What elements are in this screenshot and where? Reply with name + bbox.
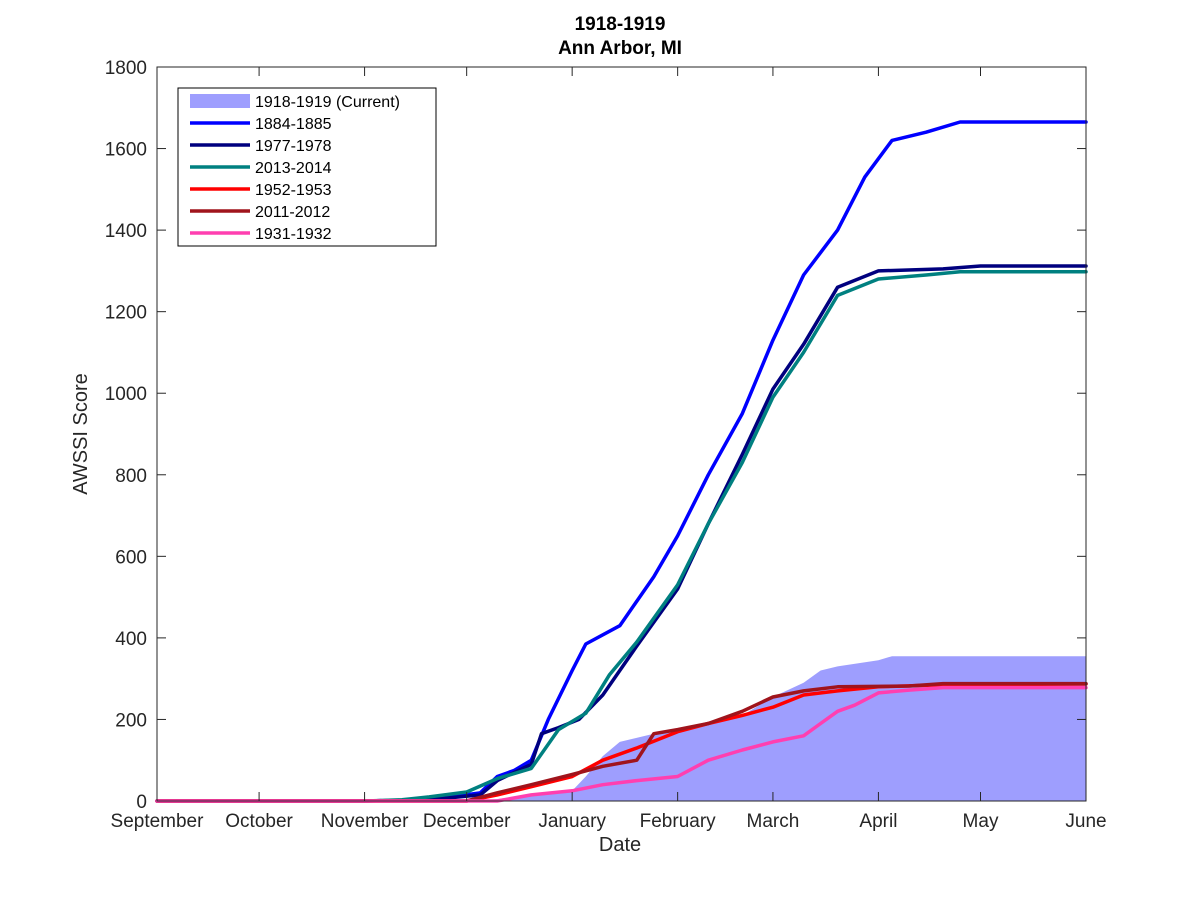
legend-label-1952-1953: 1952-1953: [255, 182, 332, 199]
y-tick-label: 1600: [105, 140, 147, 161]
y-tick-label: 1000: [105, 384, 147, 405]
y-tick-label: 800: [115, 466, 147, 487]
legend-label-2011-2012: 2011-2012: [255, 204, 330, 221]
y-tick-label: 400: [115, 629, 147, 650]
plot-frame: [156, 66, 1087, 802]
y-tick-label: 1400: [105, 221, 147, 242]
legend: 1918-1919 (Current) 1884-1885 1977-1978 201…: [177, 87, 437, 247]
x-tick-label-march: March: [747, 811, 800, 832]
y-tick-label: 200: [115, 710, 147, 731]
series-line-2011-2012: [155, 681, 1088, 803]
x-tick-label-september: September: [111, 811, 205, 832]
y-tick-label: 1800: [105, 58, 147, 79]
area-layer: [157, 656, 1086, 801]
series-lines: [155, 120, 1088, 803]
series-line-2013-2014: [155, 269, 1088, 803]
x-axis: September October November December January F…: [111, 67, 1107, 832]
x-tick-label-may: May: [963, 811, 999, 832]
y-tick-label: 600: [115, 547, 147, 568]
series-line-1977-1978: [155, 264, 1088, 803]
y-axis: 0 200 400 600 800 1000 1200 1400 1600 1800: [105, 58, 1086, 813]
x-tick-label-february: February: [640, 811, 717, 832]
x-axis-label: Date: [599, 834, 641, 856]
y-tick-label: 0: [136, 792, 147, 813]
x-tick-label-april: April: [859, 811, 897, 832]
series-line-1931-1932: [155, 685, 1088, 803]
x-tick-label-october: October: [225, 811, 293, 832]
x-tick-label-june: June: [1065, 811, 1106, 832]
legend-label-2013-2014: 2013-2014: [255, 160, 332, 177]
legend-label-1918-1919-current: 1918-1919 (Current): [255, 94, 400, 111]
legend-label-1884-1885: 1884-1885: [255, 116, 332, 133]
legend-label-1977-1978: 1977-1978: [255, 138, 332, 155]
legend-label-1931-1932: 1931-1932: [255, 226, 332, 243]
y-tick-label: 1200: [105, 303, 147, 324]
area-1918-1919-current: [157, 656, 1086, 801]
chart-subtitle: Ann Arbor, MI: [558, 38, 682, 59]
x-tick-label-november: November: [321, 811, 409, 832]
y-axis-label: AWSSI Score: [70, 373, 92, 495]
x-tick-label-december: December: [423, 811, 511, 832]
chart-title: 1918-1919: [575, 14, 666, 35]
legend-swatch-1918-1919-current: [190, 94, 250, 108]
x-tick-label-january: January: [538, 811, 606, 832]
